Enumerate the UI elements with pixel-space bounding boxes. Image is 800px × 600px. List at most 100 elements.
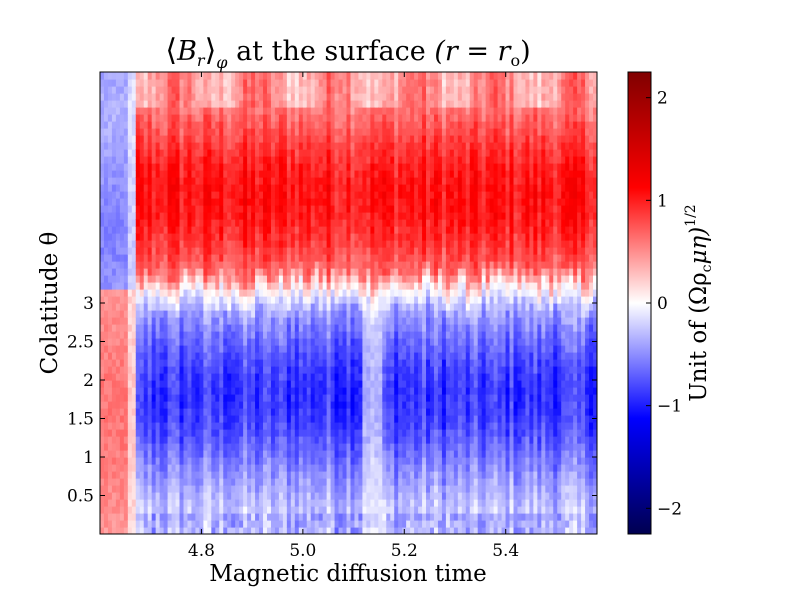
heatmap-cell [282, 296, 288, 304]
heatmap-cell [179, 114, 185, 122]
heatmap-cell [127, 401, 133, 409]
heatmap-cell [199, 415, 204, 423]
heatmap-cell [354, 324, 360, 332]
heatmap-cell [163, 79, 169, 87]
heatmap-cell [119, 436, 125, 444]
heatmap-cell [342, 107, 348, 115]
heatmap-cell [362, 429, 367, 437]
heatmap-cell [290, 422, 296, 430]
heatmap-cell [191, 296, 197, 304]
heatmap-cell [211, 331, 216, 339]
heatmap-cell [199, 310, 204, 318]
heatmap-cell [314, 338, 320, 346]
heatmap-cell [167, 471, 173, 479]
heatmap-cell [167, 128, 173, 136]
heatmap-cell [119, 422, 125, 430]
heatmap-cell [107, 212, 113, 220]
heatmap-cell [203, 149, 208, 157]
heatmap-cell [318, 457, 324, 465]
heatmap-cell [151, 233, 157, 241]
heatmap-cell [183, 408, 189, 416]
heatmap-cell [286, 177, 292, 185]
heatmap-cell [219, 107, 224, 115]
heatmap-cell [366, 142, 371, 150]
heatmap-cell [100, 163, 105, 171]
heatmap-cell [151, 394, 157, 402]
heatmap-cell [342, 226, 348, 234]
heatmap-cell [215, 436, 220, 444]
heatmap-cell [286, 331, 292, 339]
heatmap-cell [243, 450, 248, 458]
heatmap-cell [398, 457, 403, 465]
heatmap-cell [266, 436, 272, 444]
heatmap-cell [100, 464, 105, 472]
heatmap-cell [390, 296, 395, 304]
heatmap-cell [191, 303, 197, 311]
heatmap-cell [274, 457, 280, 465]
heatmap-cell [195, 366, 200, 374]
heatmap-cell [398, 345, 403, 353]
heatmap-cell [318, 485, 324, 493]
heatmap-cell [314, 282, 320, 290]
heatmap-cell [215, 338, 220, 346]
heatmap-cell [147, 485, 153, 493]
heatmap-cell [342, 443, 348, 451]
heatmap-cell [366, 121, 371, 129]
heatmap-cell [159, 408, 165, 416]
heatmap-cell [111, 72, 117, 80]
heatmap-cell [302, 86, 308, 94]
heatmap-cell [346, 324, 352, 332]
heatmap-cell [187, 240, 193, 248]
heatmap-cell [243, 296, 248, 304]
heatmap-cell [127, 247, 133, 255]
heatmap-cell [378, 352, 383, 360]
heatmap-cell [123, 485, 129, 493]
heatmap-cell [163, 268, 169, 276]
heatmap-cell [270, 233, 276, 241]
heatmap-cell [179, 380, 185, 388]
heatmap-cell [274, 86, 280, 94]
heatmap-cell [286, 212, 292, 220]
heatmap-cell [175, 331, 181, 339]
heatmap-cell [223, 352, 228, 360]
heatmap-cell [231, 366, 236, 374]
heatmap-cell [251, 380, 256, 388]
heatmap-cell [119, 317, 125, 325]
heatmap-cell [207, 436, 212, 444]
heatmap-cell [263, 191, 268, 199]
heatmap-cell [378, 499, 383, 507]
heatmap-cell [151, 289, 157, 297]
heatmap-cell [310, 261, 316, 269]
heatmap-cell [100, 191, 105, 199]
heatmap-cell [310, 205, 316, 213]
heatmap-cell [270, 142, 276, 150]
heatmap-cell [282, 345, 288, 353]
heatmap-cell [306, 422, 312, 430]
heatmap-cell [338, 499, 344, 507]
heatmap-cell [211, 163, 216, 171]
heatmap-cell [119, 373, 125, 381]
heatmap-cell [354, 219, 360, 227]
heatmap-cell [171, 240, 177, 248]
heatmap-cell [115, 429, 121, 437]
heatmap-cell [294, 373, 300, 381]
heatmap-cell [227, 471, 232, 479]
heatmap-cell [390, 198, 395, 206]
heatmap-cell [191, 436, 197, 444]
heatmap-cell [199, 492, 204, 500]
heatmap-cell [203, 352, 208, 360]
heatmap-cell [386, 303, 391, 311]
heatmap-cell [211, 401, 216, 409]
heatmap-cell [378, 240, 383, 248]
heatmap-cell [171, 324, 177, 332]
heatmap-cell [386, 149, 391, 157]
heatmap-cell [278, 380, 284, 388]
heatmap-cell [366, 72, 371, 80]
heatmap-cell [191, 324, 197, 332]
heatmap-cell [362, 499, 367, 507]
heatmap-cell [103, 205, 109, 213]
heatmap-cell [310, 478, 316, 486]
heatmap-cell [290, 394, 296, 402]
heatmap-cell [111, 128, 117, 136]
heatmap-cell [274, 93, 280, 101]
